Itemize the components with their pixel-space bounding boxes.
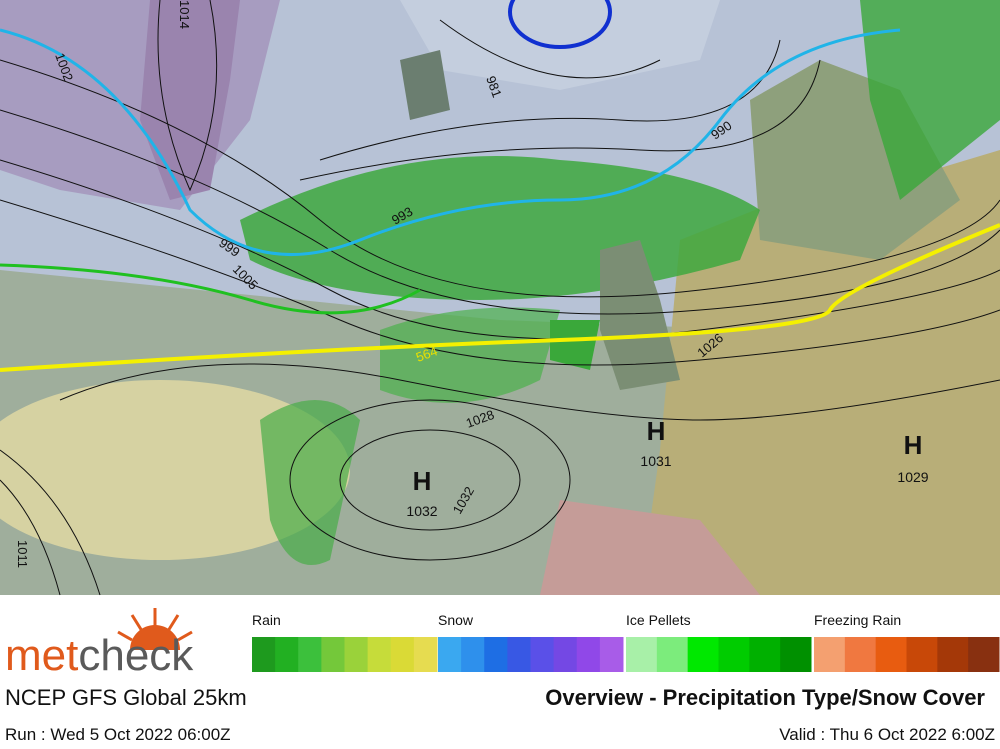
high-pressure: 1029 — [897, 469, 928, 485]
legend-swatch — [968, 637, 1000, 672]
legend-swatch — [576, 637, 601, 672]
logo-part: met — [5, 631, 78, 680]
model-name: NCEP GFS Global 25km — [5, 685, 247, 710]
legend-swatch — [875, 637, 907, 672]
high-symbol: H — [904, 430, 923, 460]
legend-swatch — [718, 637, 750, 672]
legend-label: Rain — [252, 612, 281, 628]
logo-text: metcheck — [5, 631, 194, 680]
legend-swatch — [906, 637, 938, 672]
high-pressure: 1031 — [640, 453, 671, 469]
contour-label: 1011 — [15, 540, 30, 568]
contour-label: 1014 — [177, 0, 192, 29]
legend-swatch — [344, 637, 369, 672]
legend-swatch — [367, 637, 392, 672]
logo: metcheck — [5, 608, 194, 680]
legend-label: Freezing Rain — [814, 612, 901, 628]
legend-swatch — [484, 637, 508, 672]
legend-swatch — [553, 637, 578, 672]
legend-swatch — [814, 637, 846, 672]
map-title: Overview - Precipitation Type/Snow Cover — [545, 685, 985, 710]
contour-label: 981 — [483, 74, 505, 100]
legend-swatch — [252, 637, 276, 672]
legend-label: Snow — [438, 612, 474, 628]
run-time: Run : Wed 5 Oct 2022 06:00Z — [5, 725, 231, 744]
legend-swatch — [275, 637, 299, 672]
legend-swatch — [687, 637, 719, 672]
legend-label: Ice Pellets — [626, 612, 691, 628]
legend-swatch — [413, 637, 438, 672]
contour-label: 564 — [414, 343, 440, 365]
legend-swatch — [626, 637, 658, 672]
legend-swatch — [780, 637, 812, 672]
legend-swatch — [844, 637, 877, 672]
high-symbol: H — [647, 416, 666, 446]
high-symbol: H — [413, 466, 432, 496]
legend-swatch — [298, 637, 322, 672]
legend-swatch — [656, 637, 689, 672]
logo-part: check — [78, 631, 194, 680]
legend-swatch — [438, 637, 462, 672]
legend-swatch — [507, 637, 531, 672]
valid-time: Valid : Thu 6 Oct 2022 6:00Z — [779, 725, 995, 744]
legend-swatch — [599, 637, 624, 672]
legend-swatch — [937, 637, 969, 672]
legend-swatch — [749, 637, 781, 672]
legend-swatch — [530, 637, 555, 672]
high-pressure: 1032 — [406, 503, 437, 519]
map: 1002 1014 981 990 993 999 1005 564 1028 … — [0, 0, 1000, 596]
legend: Rain Snow Ice Pellets Freezing Rain — [252, 612, 1000, 672]
legend-swatch — [321, 637, 345, 672]
legend-swatch — [461, 637, 485, 672]
legend-swatch — [390, 637, 415, 672]
